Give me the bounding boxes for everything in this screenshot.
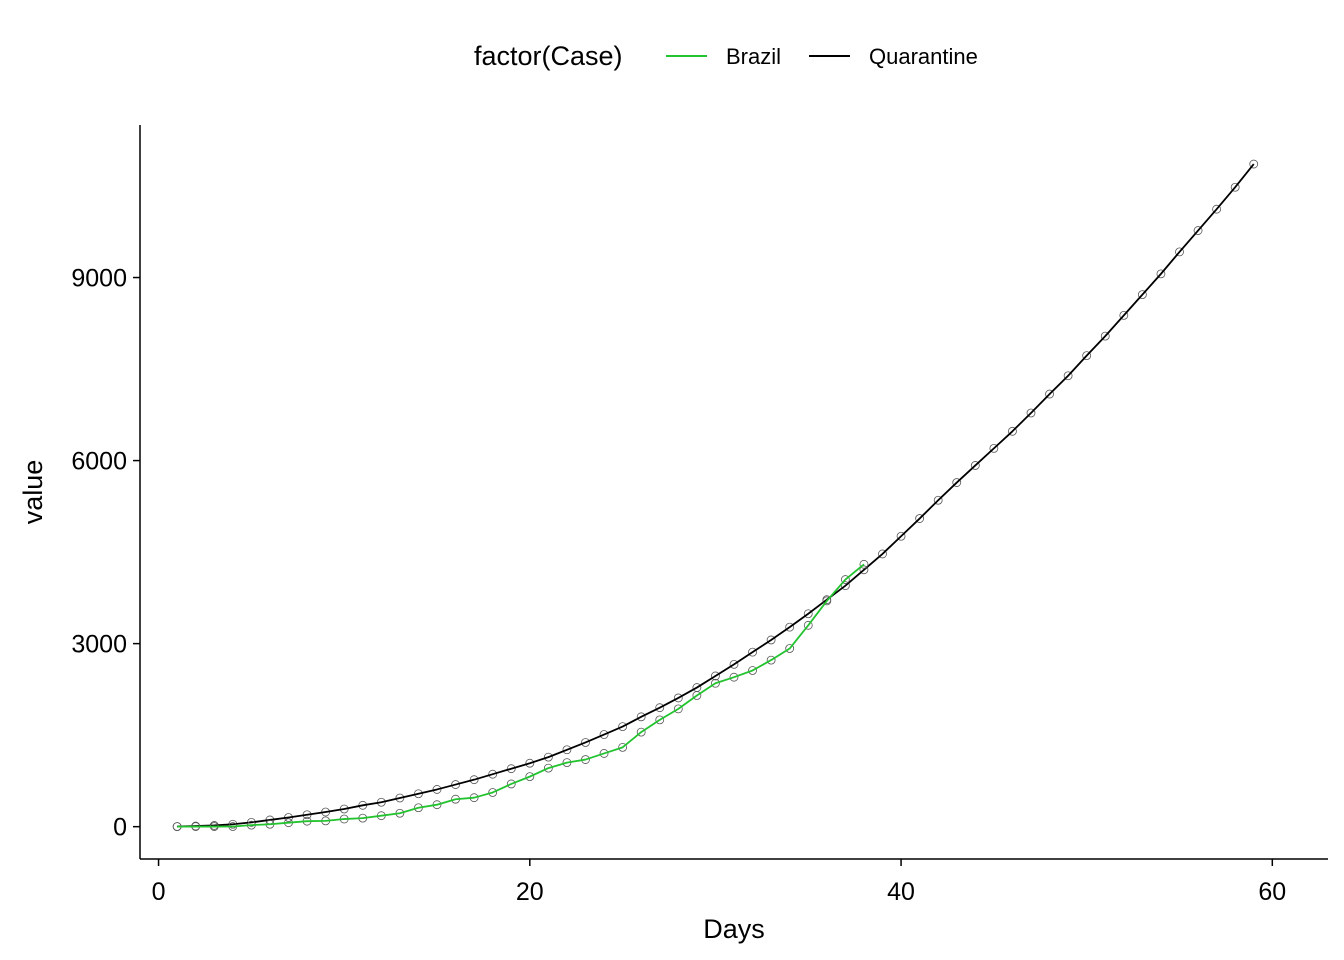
data-point [1249,159,1259,169]
data-point [1119,310,1129,320]
data-point [1045,389,1054,399]
legend-label-brazil: Brazil [726,44,781,69]
data-point [1026,408,1036,418]
data-point [822,596,832,606]
data-point [785,622,795,632]
data-point [488,788,498,797]
data-point [989,443,999,453]
data-point [618,722,628,731]
data-point [618,742,628,752]
legend-title: factor(Case) [474,41,623,71]
data-point [525,758,535,768]
x-tick-label: 20 [516,878,544,906]
data-point [673,704,683,714]
y-tick-label: 6000 [71,448,127,476]
data-point [1100,331,1110,341]
data-point [748,647,757,657]
data-point [692,691,702,700]
data-point [859,559,869,569]
y-tick-label: 3000 [71,631,127,659]
data-point [599,749,609,758]
data-point [933,495,943,505]
x-tick-label: 0 [152,878,166,906]
data-point [729,672,739,682]
data-point [711,671,720,681]
data-point [562,745,572,755]
series-line-quarantine [177,163,1255,828]
x-axis-title: Days [703,914,765,944]
data-point [525,772,535,782]
data-point [766,635,776,645]
data-point [729,659,739,669]
data-point [915,514,925,523]
data-point [1193,226,1203,235]
data-point [748,666,757,675]
data-point [581,738,590,747]
data-point [1008,426,1017,436]
data-point [636,727,646,737]
data-point [711,678,720,688]
data-point [878,549,887,559]
x-tick-label: 60 [1258,878,1286,906]
x-ticks: 0 20 40 60 [152,859,1286,906]
data-point [1156,269,1166,279]
data-point [506,764,516,774]
series-quarantine [172,159,1259,831]
y-tick-label: 9000 [71,265,127,293]
y-tick-label: 0 [113,814,127,842]
y-ticks: 0 3000 6000 9000 [71,265,140,842]
series-brazil [172,559,869,832]
data-point [599,730,609,739]
data-point [673,693,683,703]
x-tick-label: 40 [887,878,915,906]
data-point [1175,247,1184,257]
data-point [859,565,869,575]
legend: factor(Case) Brazil Quarantine [474,41,978,71]
data-point [1082,351,1092,361]
data-point [451,780,460,789]
data-point [655,703,665,713]
data-point [636,712,646,722]
y-axis-title: value [18,460,48,525]
data-point [1063,371,1073,381]
data-point [896,531,906,541]
data-point [488,769,498,779]
series-layer [172,159,1259,832]
legend-label-quarantine: Quarantine [869,44,978,69]
data-point [840,575,850,584]
data-point [840,581,850,591]
data-point [952,478,962,487]
data-point [543,763,553,773]
data-point [506,779,516,789]
data-point [1137,290,1147,300]
data-point [803,609,813,619]
data-point [970,461,980,470]
data-point [803,620,813,630]
data-point [1230,182,1240,192]
data-point [766,655,776,665]
data-point [785,644,795,653]
data-point [543,752,553,762]
data-point [655,715,665,725]
data-point [1212,204,1222,214]
series-line-brazil [177,563,865,828]
data-point [469,775,479,785]
